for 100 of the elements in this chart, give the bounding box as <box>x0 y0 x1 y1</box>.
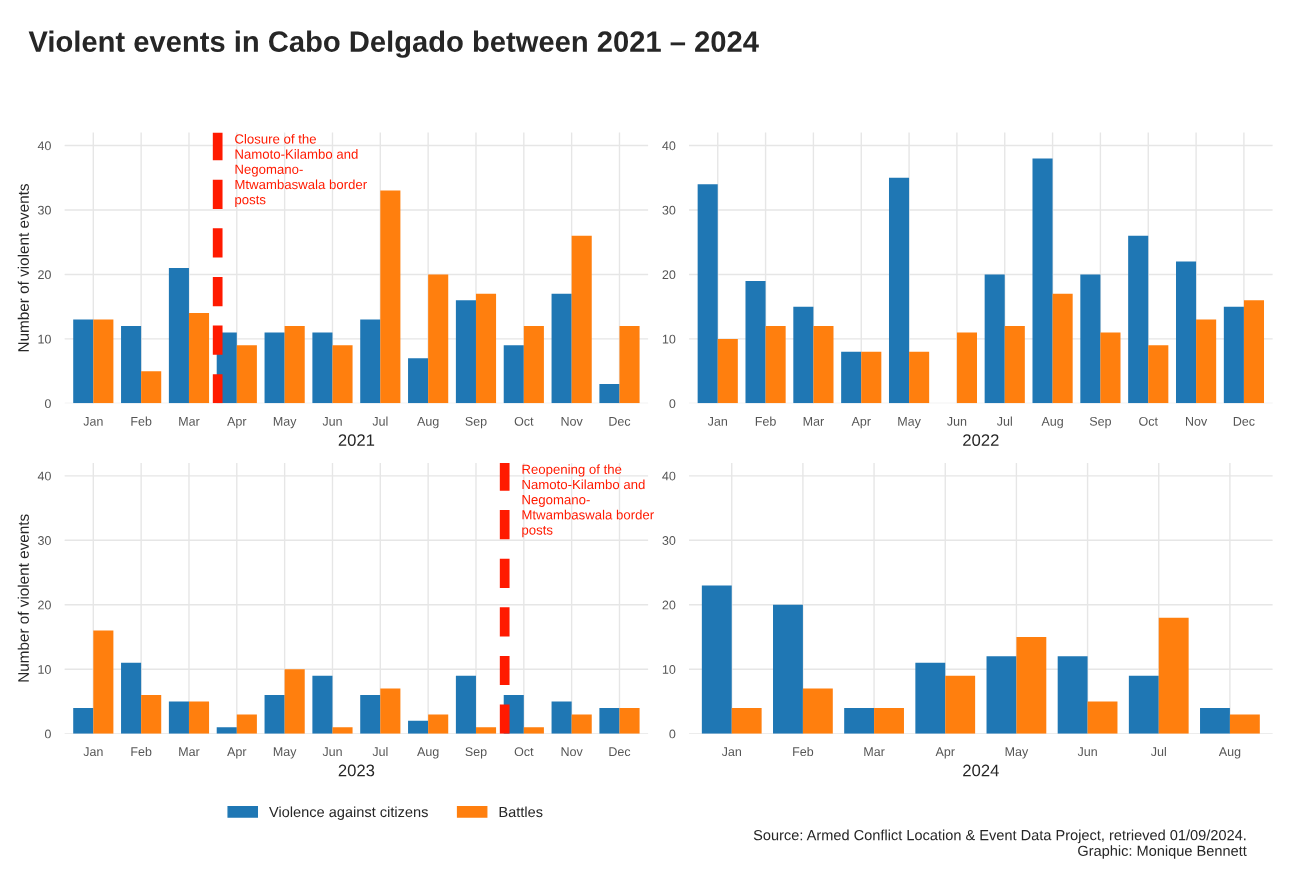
y-tick-label: 10 <box>662 665 676 674</box>
x-tick-label: Jun <box>322 417 342 426</box>
x-tick-label: Nov <box>1186 417 1208 426</box>
bar <box>1052 293 1073 404</box>
y-axis-title: Number of violent events <box>17 514 29 682</box>
y-tick-label: 20 <box>662 600 676 610</box>
bar <box>93 630 114 734</box>
bar <box>861 351 882 404</box>
x-tick-label: Apr <box>227 417 247 429</box>
bar <box>619 326 640 404</box>
bar <box>888 177 910 404</box>
bar <box>1196 319 1217 404</box>
bar <box>844 707 875 734</box>
bar <box>717 338 738 404</box>
x-tick-label: Jan <box>83 747 103 757</box>
bar <box>312 675 333 734</box>
bar <box>986 656 1017 734</box>
bar <box>216 727 237 734</box>
y-tick-label: 0 <box>44 729 51 739</box>
bar <box>455 675 476 734</box>
bar <box>1100 332 1121 404</box>
x-tick-label: Feb <box>131 746 152 757</box>
x-tick-label: May <box>273 747 297 759</box>
x-tick-label: Jun <box>947 417 967 426</box>
y-tick-label: 20 <box>38 600 51 610</box>
y-tick-label: 20 <box>662 270 676 280</box>
bar <box>551 293 572 404</box>
x-tick-label: Apr <box>935 747 955 759</box>
bar <box>599 707 620 734</box>
bar <box>73 707 94 734</box>
x-tick-label: Aug <box>1218 747 1241 759</box>
y-tick-label: 40 <box>662 141 676 151</box>
bar <box>793 306 814 404</box>
x-tick-label: Jul <box>372 416 388 426</box>
bar <box>264 695 285 734</box>
bar <box>1057 656 1088 734</box>
bar <box>188 313 210 404</box>
y-tick-label: 40 <box>37 141 51 151</box>
bar <box>360 319 381 404</box>
x-axis-title: 2023 <box>338 764 375 777</box>
y-tick-label: 30 <box>662 536 676 545</box>
bar <box>284 669 305 734</box>
x-tick-label: Jan <box>83 417 103 426</box>
x-tick-label: Oct <box>514 747 534 757</box>
bar <box>141 695 162 734</box>
bar <box>1148 345 1169 404</box>
bar <box>475 293 497 404</box>
bar <box>909 351 930 404</box>
bar <box>551 701 572 734</box>
bar <box>428 274 449 404</box>
x-tick-label: Apr <box>227 747 247 759</box>
bar <box>93 319 114 404</box>
y-tick-label: 20 <box>38 270 51 280</box>
y-tick-label: 40 <box>662 471 676 481</box>
x-tick-label: Oct <box>514 416 534 426</box>
x-tick-label: Jan <box>721 747 741 757</box>
bar <box>503 345 524 404</box>
bar <box>841 351 862 404</box>
ref-line-label: Closure of the Namoto-Kilambo and Negomano- Mtwambaswala border posts <box>235 133 367 207</box>
chart-title: Violent events in Cabo Delgado between 2021 – 2024 <box>28 30 759 58</box>
x-tick-label: Sep <box>465 416 487 429</box>
bar <box>571 235 592 404</box>
bar <box>984 274 1005 404</box>
bar <box>1243 300 1265 404</box>
bar <box>802 688 833 734</box>
bar <box>332 727 353 734</box>
bar <box>73 319 94 404</box>
bar <box>1200 707 1230 734</box>
bar <box>619 707 640 734</box>
x-tick-label: Aug <box>417 747 439 759</box>
bar <box>1229 714 1260 734</box>
x-tick-label: Feb <box>755 416 776 426</box>
x-tick-label: Mar <box>179 747 200 757</box>
bar <box>380 688 401 734</box>
x-tick-label: Dec <box>609 417 631 426</box>
bar <box>121 326 142 404</box>
x-tick-label: Jul <box>1150 746 1166 757</box>
x-tick-label: Sep <box>465 747 487 759</box>
bar <box>915 662 946 734</box>
x-tick-label: Apr <box>851 417 871 429</box>
y-tick-label: 30 <box>37 536 51 545</box>
x-tick-label: Aug <box>1041 417 1063 429</box>
bar <box>701 585 732 734</box>
bar <box>1158 617 1189 734</box>
bar <box>168 267 189 404</box>
y-tick-label: 40 <box>37 471 51 481</box>
x-tick-label: Aug <box>417 417 439 429</box>
x-tick-label: Mar <box>179 417 200 426</box>
x-tick-label: Jul <box>372 746 388 757</box>
x-tick-label: Dec <box>1233 417 1255 426</box>
bar <box>1175 261 1197 404</box>
y-tick-label: 0 <box>44 399 51 409</box>
bar <box>765 326 786 404</box>
x-tick-label: Dec <box>609 747 631 757</box>
bar <box>360 695 381 734</box>
x-tick-label: Oct <box>1139 416 1158 426</box>
bar <box>599 384 620 404</box>
bar <box>1128 235 1149 404</box>
bar <box>408 358 429 404</box>
bar <box>1004 326 1025 404</box>
